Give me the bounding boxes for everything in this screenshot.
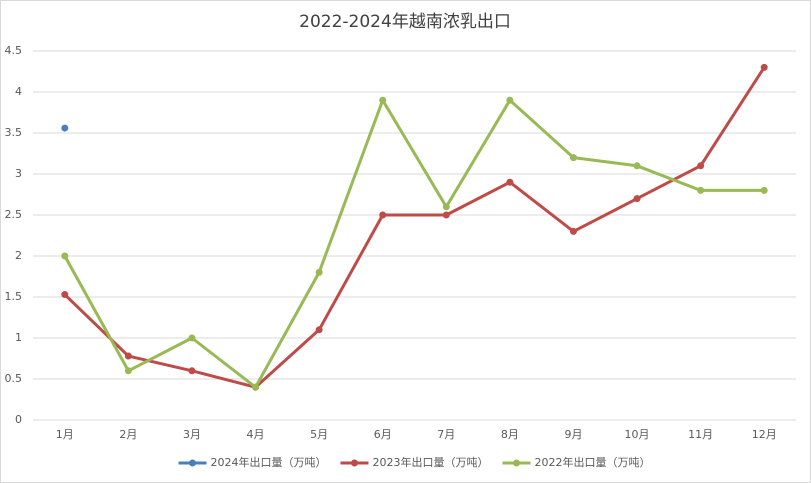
data-point: [315, 268, 323, 276]
data-point: [379, 96, 387, 104]
data-point: [633, 162, 641, 170]
series-line: [63, 66, 766, 389]
legend-marker: [189, 459, 196, 467]
legend-label: 2022年出口量（万吨）: [535, 455, 651, 469]
y-tick-label: 4: [15, 85, 22, 98]
x-tick-label: 12月: [752, 428, 777, 441]
data-point: [569, 154, 577, 162]
y-tick-label: 2.5: [5, 208, 23, 221]
x-tick-label: 1月: [56, 428, 74, 441]
x-tick-label: 3月: [183, 428, 201, 441]
data-point: [697, 162, 705, 170]
data-point: [379, 211, 387, 219]
legend-marker: [351, 459, 358, 467]
legend-marker: [513, 459, 520, 467]
data-point: [442, 203, 450, 211]
data-point: [61, 252, 69, 260]
data-point: [124, 352, 132, 360]
data-point: [506, 178, 514, 186]
x-tick-label: 8月: [501, 428, 519, 441]
y-tick-label: 3.5: [5, 126, 23, 139]
data-point: [61, 124, 69, 132]
x-tick-label: 2月: [119, 428, 137, 441]
x-tick-label: 5月: [310, 428, 328, 441]
data-point: [61, 291, 69, 299]
data-point: [188, 367, 196, 375]
data-point: [633, 195, 641, 203]
data-point: [442, 211, 450, 219]
data-point: [506, 96, 514, 104]
y-tick-label: 2: [15, 249, 22, 262]
x-tick-label: 9月: [564, 428, 582, 441]
data-point: [252, 383, 260, 391]
y-tick-label: 1.5: [5, 290, 23, 303]
data-point: [124, 367, 132, 375]
x-tick-label: 11月: [688, 428, 713, 441]
data-point: [315, 326, 323, 334]
y-tick-label: 0: [15, 413, 22, 426]
series-line: [63, 98, 765, 389]
x-tick-label: 10月: [625, 428, 650, 441]
x-tick-label: 4月: [247, 428, 265, 441]
x-tick-label: 7月: [437, 428, 455, 441]
x-tick-label: 6月: [374, 428, 392, 441]
data-point: [760, 63, 768, 71]
legend-label: 2023年出口量（万吨）: [373, 455, 489, 469]
legend-label: 2024年出口量（万吨）: [211, 455, 327, 469]
data-point: [697, 186, 705, 194]
y-tick-label: 0.5: [5, 372, 23, 385]
data-point: [569, 227, 577, 235]
y-tick-label: 1: [15, 331, 22, 344]
y-tick-label: 3: [15, 167, 22, 180]
y-tick-label: 4.5: [5, 44, 23, 57]
data-point: [760, 186, 768, 194]
data-point: [188, 334, 196, 342]
chart-title: 2022-2024年越南浓乳出口: [299, 12, 511, 32]
